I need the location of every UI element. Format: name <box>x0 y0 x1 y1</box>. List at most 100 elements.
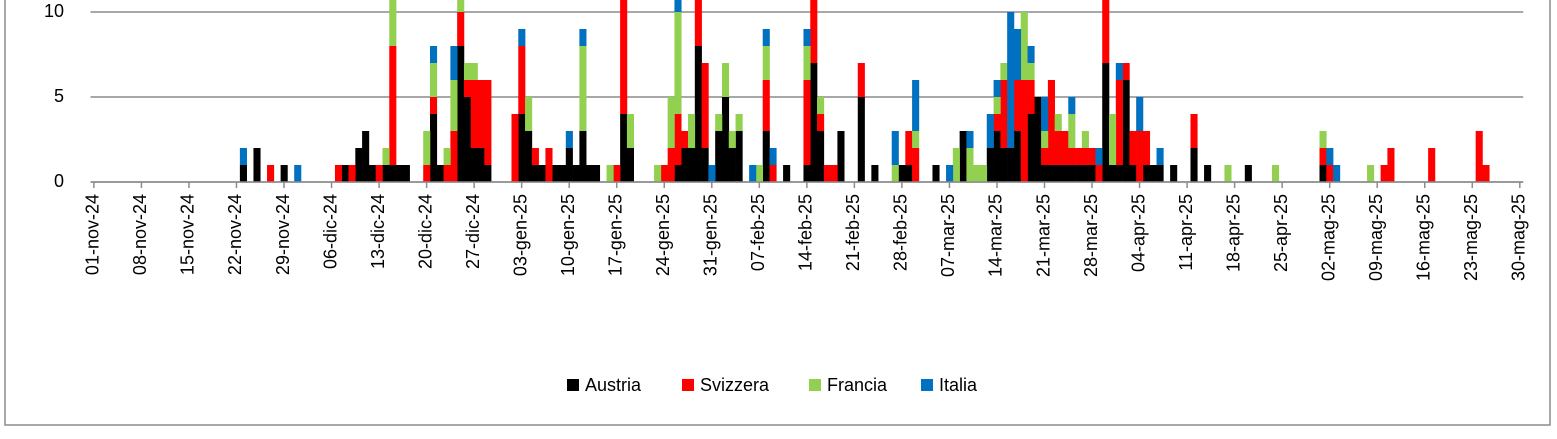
bar-segment <box>1142 165 1151 182</box>
bar-segment <box>1047 165 1055 182</box>
bar-segment <box>1068 165 1076 182</box>
bar-segment <box>1095 165 1103 182</box>
bar-segment <box>1129 165 1137 182</box>
bar-segment <box>1054 131 1062 165</box>
bar-segment <box>715 114 723 131</box>
x-tick-label: 10-gen-25 <box>558 194 578 276</box>
bar-segment <box>1190 114 1198 148</box>
bar-segment <box>280 165 288 182</box>
bar-segment <box>681 131 689 148</box>
bar-segment <box>701 63 709 148</box>
x-tick-label: 27-dic-24 <box>463 194 483 269</box>
bar-segment <box>592 165 601 182</box>
bar-segment <box>1068 148 1076 165</box>
bar-segment <box>891 165 899 182</box>
bar-segment <box>579 131 587 182</box>
bar-segment <box>382 165 390 182</box>
bar-segment <box>857 63 865 97</box>
x-tick-label: 03-gen-25 <box>510 194 530 276</box>
bar-segment <box>762 131 770 182</box>
x-tick-label: 28-mar-25 <box>1081 194 1101 277</box>
bar-segment <box>694 46 702 182</box>
bar-segment <box>1149 165 1157 182</box>
x-tick-label: 23-mag-25 <box>1461 194 1481 281</box>
bar-segment <box>667 148 675 182</box>
bar-segment <box>762 80 770 131</box>
bar-segment <box>606 165 614 182</box>
bar-segment <box>1102 63 1110 182</box>
bar-segment <box>912 148 920 182</box>
bar-segment <box>565 148 573 182</box>
chart-frame <box>4 0 1551 426</box>
x-tick-label: 09-mag-25 <box>1366 194 1386 281</box>
bar-segment <box>1013 80 1022 131</box>
bar-segment <box>626 114 635 148</box>
bar-segment <box>1115 80 1123 165</box>
bar-segment <box>484 165 492 182</box>
bar-segment <box>1142 131 1151 165</box>
legend-swatch <box>809 379 821 391</box>
x-tick-label: 22-nov-24 <box>225 194 245 275</box>
bar-segment <box>959 131 967 182</box>
bar-segment <box>1170 165 1178 182</box>
bar-segment <box>1136 97 1144 131</box>
bar-segment <box>334 165 343 182</box>
bar-segment <box>450 46 458 80</box>
bar-segment <box>423 165 431 182</box>
bar-segment <box>368 165 376 182</box>
x-tick-label: 31-gen-25 <box>701 194 721 276</box>
bar-segment <box>1000 80 1008 148</box>
bar-segment <box>559 165 567 182</box>
x-tick-label: 25-apr-25 <box>1271 194 1291 272</box>
bar-segment <box>973 165 981 182</box>
bar-segment <box>1068 97 1076 114</box>
bar-segment <box>1136 131 1144 182</box>
bar-segment <box>430 46 438 63</box>
bar-segment <box>1326 165 1334 182</box>
bar-segment <box>457 0 465 12</box>
bar-segment <box>1367 165 1375 182</box>
bar-segment <box>620 114 628 182</box>
bar-segment <box>1081 148 1089 165</box>
bar-segment <box>803 165 811 182</box>
bar-segment <box>239 148 247 165</box>
bar-segment <box>463 80 472 97</box>
bar-segment <box>817 131 825 182</box>
bar-segment <box>430 114 438 182</box>
y-tick-label: 10 <box>44 1 64 21</box>
bar-segment <box>1054 165 1062 182</box>
bar-segment <box>1156 148 1164 165</box>
x-tick-label: 02-mag-25 <box>1318 194 1338 281</box>
bar-segment <box>674 12 682 114</box>
bar-segment <box>1000 63 1008 80</box>
bar-segment <box>1041 148 1049 165</box>
bar-segment <box>912 131 920 148</box>
legend-label: Italia <box>939 375 978 395</box>
bar-segment <box>817 114 825 131</box>
bar-segment <box>728 148 736 182</box>
bar-segment <box>769 148 777 165</box>
bar-segment <box>1380 165 1388 182</box>
bar-segment <box>443 148 451 165</box>
bar-segment <box>525 97 533 131</box>
bar-segment <box>572 165 580 182</box>
bar-segment <box>871 165 879 182</box>
bar-segment <box>1041 131 1049 148</box>
bar-segment <box>1109 165 1117 182</box>
bar-segment <box>674 114 682 165</box>
y-tick-label: 0 <box>54 171 64 191</box>
bar-segment <box>1027 114 1035 182</box>
bar-segment <box>755 165 764 182</box>
bar-segment <box>389 46 397 165</box>
bar-segment <box>694 0 702 46</box>
legend-label: Austria <box>585 375 642 395</box>
bar-segment <box>294 165 302 182</box>
bar-segment <box>674 165 682 182</box>
bar-segment <box>783 165 791 182</box>
bar-segment <box>1081 131 1089 148</box>
bar-segment <box>1027 80 1035 114</box>
bar-segment <box>477 148 485 182</box>
bar-segment <box>430 97 438 114</box>
y-tick-label: 5 <box>54 86 64 106</box>
bar-segment <box>1475 131 1483 182</box>
